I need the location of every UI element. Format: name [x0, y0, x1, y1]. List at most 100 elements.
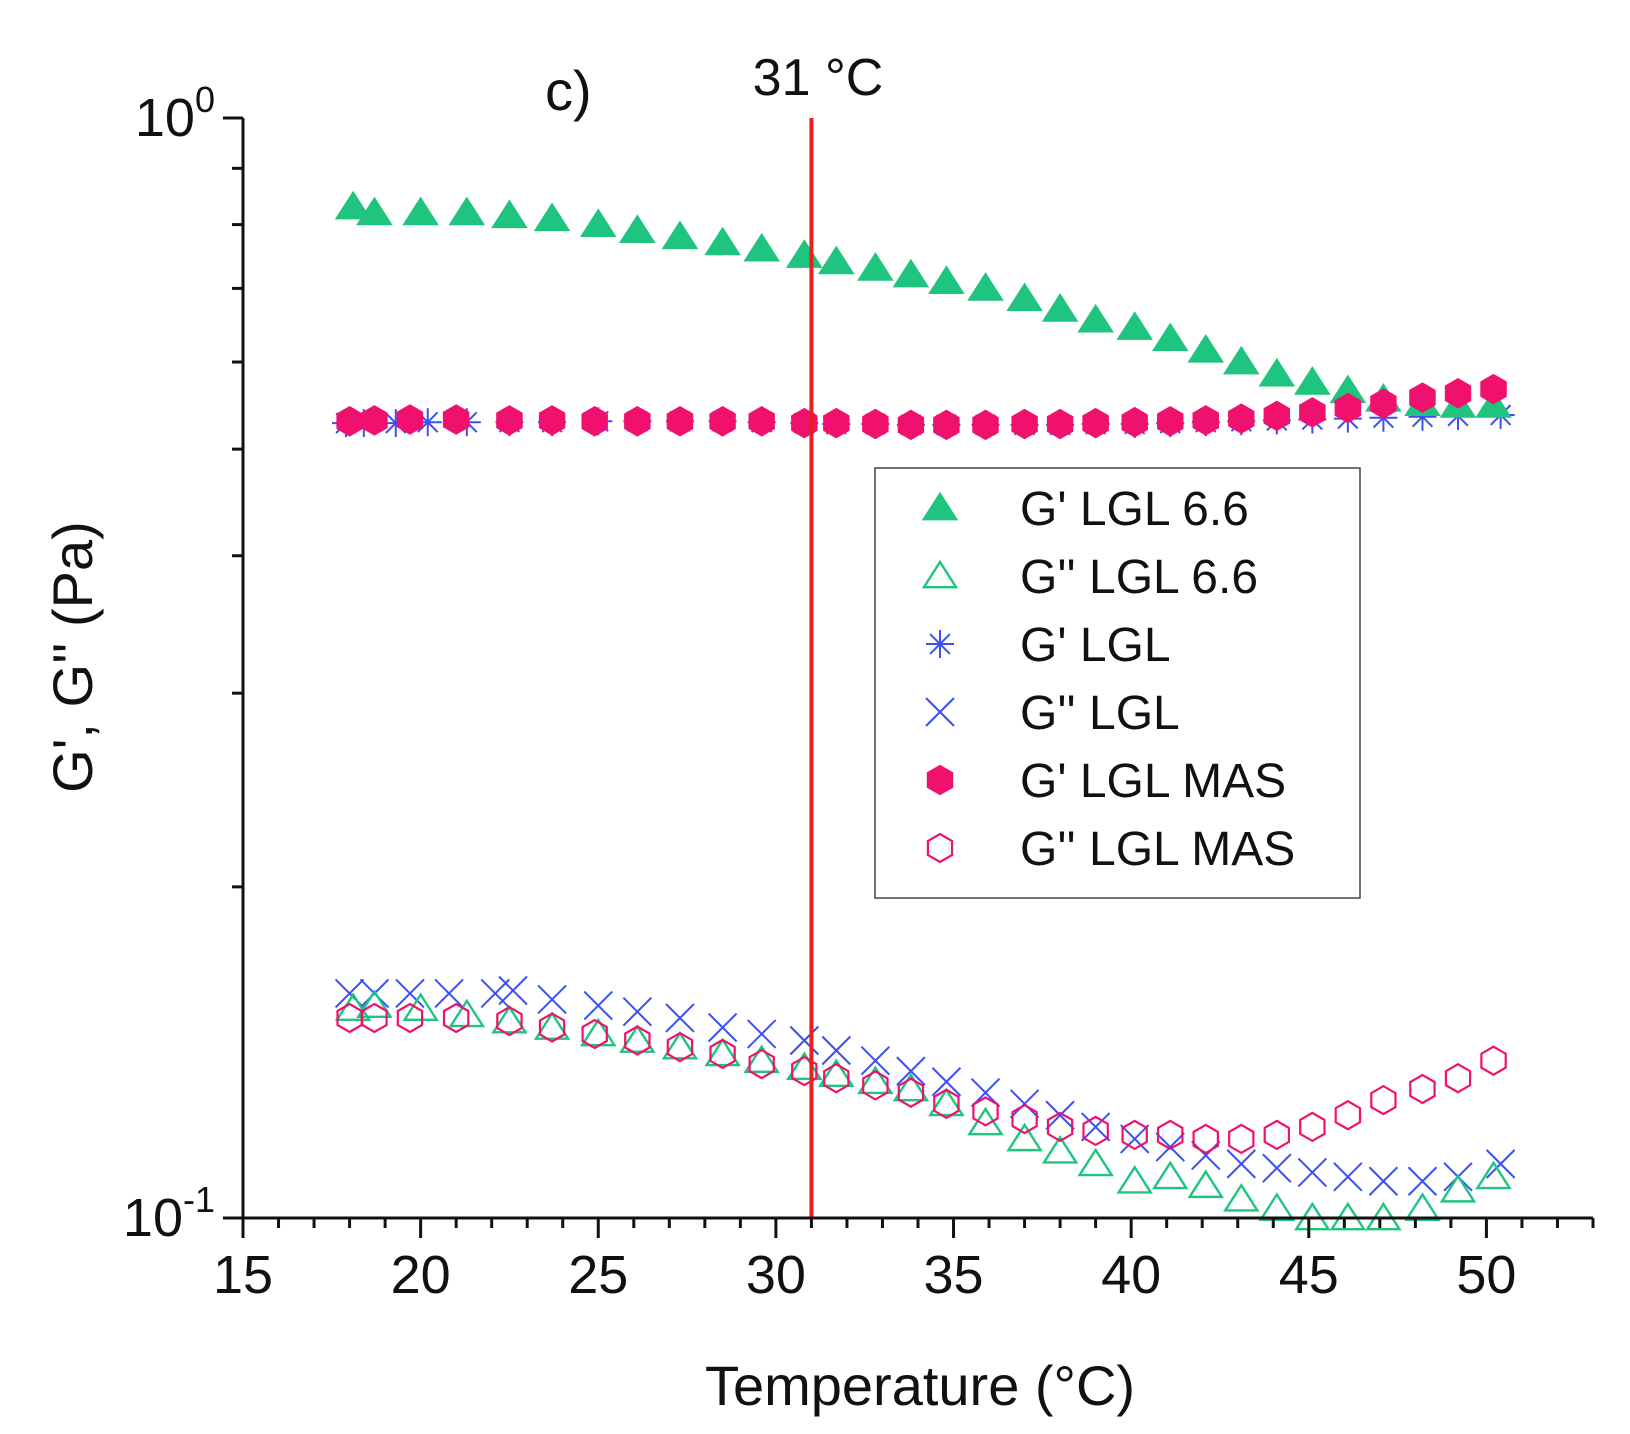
data-point [746, 1019, 777, 1049]
data-point [442, 1002, 470, 1034]
data-point [1192, 1123, 1220, 1155]
data-point [823, 407, 850, 439]
data-point [743, 232, 780, 262]
data-point [1080, 1112, 1111, 1142]
data-point [709, 1038, 736, 1070]
data-point [748, 406, 775, 437]
x-tick-label: 25 [568, 1245, 628, 1305]
data-point [1370, 1084, 1397, 1116]
data-point [1258, 357, 1296, 387]
data-point [1333, 1162, 1363, 1192]
data-point [624, 406, 651, 437]
data-point [1121, 406, 1148, 438]
x-tick-label: 15 [213, 1245, 273, 1305]
data-point [396, 1002, 424, 1034]
data-point [1082, 1115, 1109, 1147]
data-point [1258, 1192, 1296, 1221]
data-point [402, 196, 439, 226]
series-g-lgl [334, 975, 1516, 1196]
legend: G' LGL 6.6 G'' LGL 6.6 G' LGL G'' LGL G' LGL… [874, 467, 1361, 899]
data-point [538, 1012, 566, 1043]
data-point [1409, 382, 1436, 413]
data-point [624, 1025, 651, 1056]
data-point [786, 239, 823, 268]
data-point [933, 1088, 960, 1120]
data-point [666, 406, 694, 437]
legend-entry: G'' LGL 6.6 [921, 551, 1258, 604]
data-point [1041, 293, 1079, 322]
data-point [897, 409, 925, 441]
data-point [928, 1087, 965, 1117]
data-point [1120, 1124, 1150, 1154]
data-point [581, 406, 608, 437]
data-point [1263, 400, 1291, 432]
x-tick-label: 50 [1456, 1245, 1516, 1305]
data-point [1226, 1149, 1256, 1179]
series-layer [332, 190, 1516, 1231]
y-tick-label: 10-1 [123, 1179, 215, 1248]
data-point [931, 1067, 962, 1097]
data-point [1297, 1157, 1328, 1188]
legend-box [874, 467, 1361, 899]
data-point [972, 409, 999, 441]
data-point [1121, 1119, 1148, 1151]
plot-area: 15 20 25 30 35 40 45 50 100 10-1 [123, 79, 1595, 1305]
data-point [1187, 1169, 1225, 1199]
data-point [1409, 1073, 1436, 1105]
legend-label: G' LGL 6.6 [1020, 483, 1249, 536]
data-point [789, 1025, 820, 1056]
data-point [665, 1003, 695, 1033]
legend-entry: G' LGL 6.6 [921, 483, 1249, 536]
data-point [356, 989, 393, 1018]
data-point [1009, 1089, 1040, 1119]
data-point [928, 265, 965, 295]
data-point [661, 220, 699, 250]
data-point [666, 1031, 694, 1063]
legend-label: G'' LGL 6.6 [1020, 551, 1258, 604]
data-point [817, 1058, 855, 1088]
legend-entry: G' LGL MAS [926, 755, 1286, 808]
data-point [1299, 1111, 1326, 1143]
x-tick-label: 40 [1101, 1245, 1161, 1305]
y-tick-label: 100 [135, 79, 215, 148]
data-point [1475, 1160, 1512, 1190]
data-point [581, 1018, 608, 1050]
data-point [817, 245, 855, 275]
data-point [1263, 1119, 1291, 1151]
data-point [1407, 1166, 1438, 1196]
data-point [496, 405, 523, 436]
data-point [1151, 322, 1189, 352]
x-tick-label: 35 [923, 1245, 983, 1305]
data-point [434, 978, 464, 1009]
data-point [1187, 334, 1225, 363]
data-point [579, 208, 617, 238]
data-point [533, 1011, 571, 1040]
data-point [1228, 403, 1255, 434]
data-point [496, 1005, 523, 1037]
data-point [1404, 1192, 1441, 1221]
data-point [498, 975, 528, 1006]
data-point [823, 1062, 850, 1094]
data-point [862, 408, 889, 440]
data-point [1006, 1122, 1043, 1152]
data-point [1228, 1123, 1255, 1155]
data-point [538, 405, 566, 436]
y-axis-title: G', G'' (Pa) [41, 521, 104, 793]
data-point [1046, 1111, 1074, 1143]
data-point [533, 202, 571, 232]
data-point [1480, 1045, 1507, 1076]
legend-marker [925, 697, 955, 727]
data-point [1444, 378, 1472, 409]
data-point [1368, 1166, 1399, 1196]
data-point [1046, 408, 1074, 440]
data-point [1041, 1135, 1079, 1164]
legend-marker [921, 559, 959, 589]
data-point [709, 406, 736, 437]
legend-marker [926, 832, 954, 864]
data-point [1334, 392, 1362, 424]
data-point [361, 1002, 388, 1034]
data-point [896, 1056, 926, 1086]
data-point [1334, 1099, 1362, 1131]
x-axis-title: Temperature (°C) [705, 1354, 1135, 1417]
legend-items: G' LGL 6.6 G'' LGL 6.6 G' LGL G'' LGL G' LGL… [921, 483, 1295, 876]
